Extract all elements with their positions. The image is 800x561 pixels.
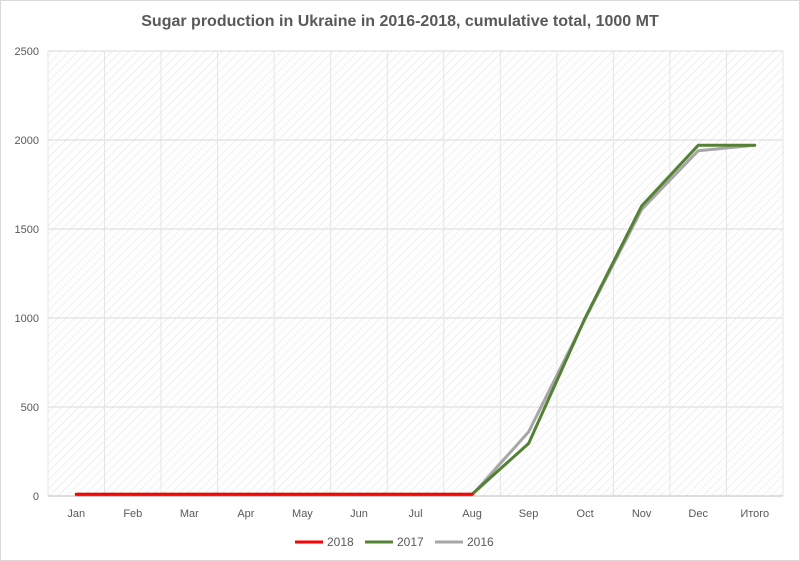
legend-label: 2017	[397, 535, 424, 549]
legend-label: 2018	[327, 535, 354, 549]
gridlines	[47, 50, 784, 496]
chart-title: Sugar production in Ukraine in 2016-2018…	[141, 13, 659, 30]
x-tick-label: Aug	[462, 508, 482, 520]
legend-item-2016: 2016	[435, 535, 494, 549]
series-lines	[74, 143, 757, 497]
x-tick-label: Sep	[519, 508, 539, 520]
plot-area	[48, 51, 783, 496]
y-tick-label: 1000	[15, 313, 39, 325]
x-tick-label: Итого	[740, 508, 769, 520]
legend-label: 2016	[467, 535, 494, 549]
x-tick-label: Apr	[237, 508, 254, 520]
x-tick-label: Feb	[123, 508, 142, 520]
x-tick-label: Nov	[632, 508, 652, 520]
y-tick-label: 2000	[15, 135, 39, 147]
x-tick-label: Dec	[688, 508, 708, 520]
y-tick-label: 1500	[15, 224, 39, 236]
y-tick-label: 0	[33, 491, 39, 503]
legend: 2018 2017 2016	[295, 535, 494, 549]
x-tick-label: Mar	[180, 508, 199, 520]
y-tick-label: 500	[21, 402, 39, 414]
legend-item-2017: 2017	[365, 535, 424, 549]
x-tick-label: Jul	[408, 508, 422, 520]
axes: 0 500 1000 1500 2000 2500 Jan Feb Mar Apr May Jun Ju…	[15, 46, 783, 520]
x-tick-label: Jun	[350, 508, 368, 520]
legend-item-2018: 2018	[295, 535, 354, 549]
x-tick-label: Jan	[67, 508, 85, 520]
x-tick-label: Oct	[577, 508, 594, 520]
y-tick-label: 2500	[15, 46, 39, 58]
x-tick-label: May	[292, 508, 313, 520]
